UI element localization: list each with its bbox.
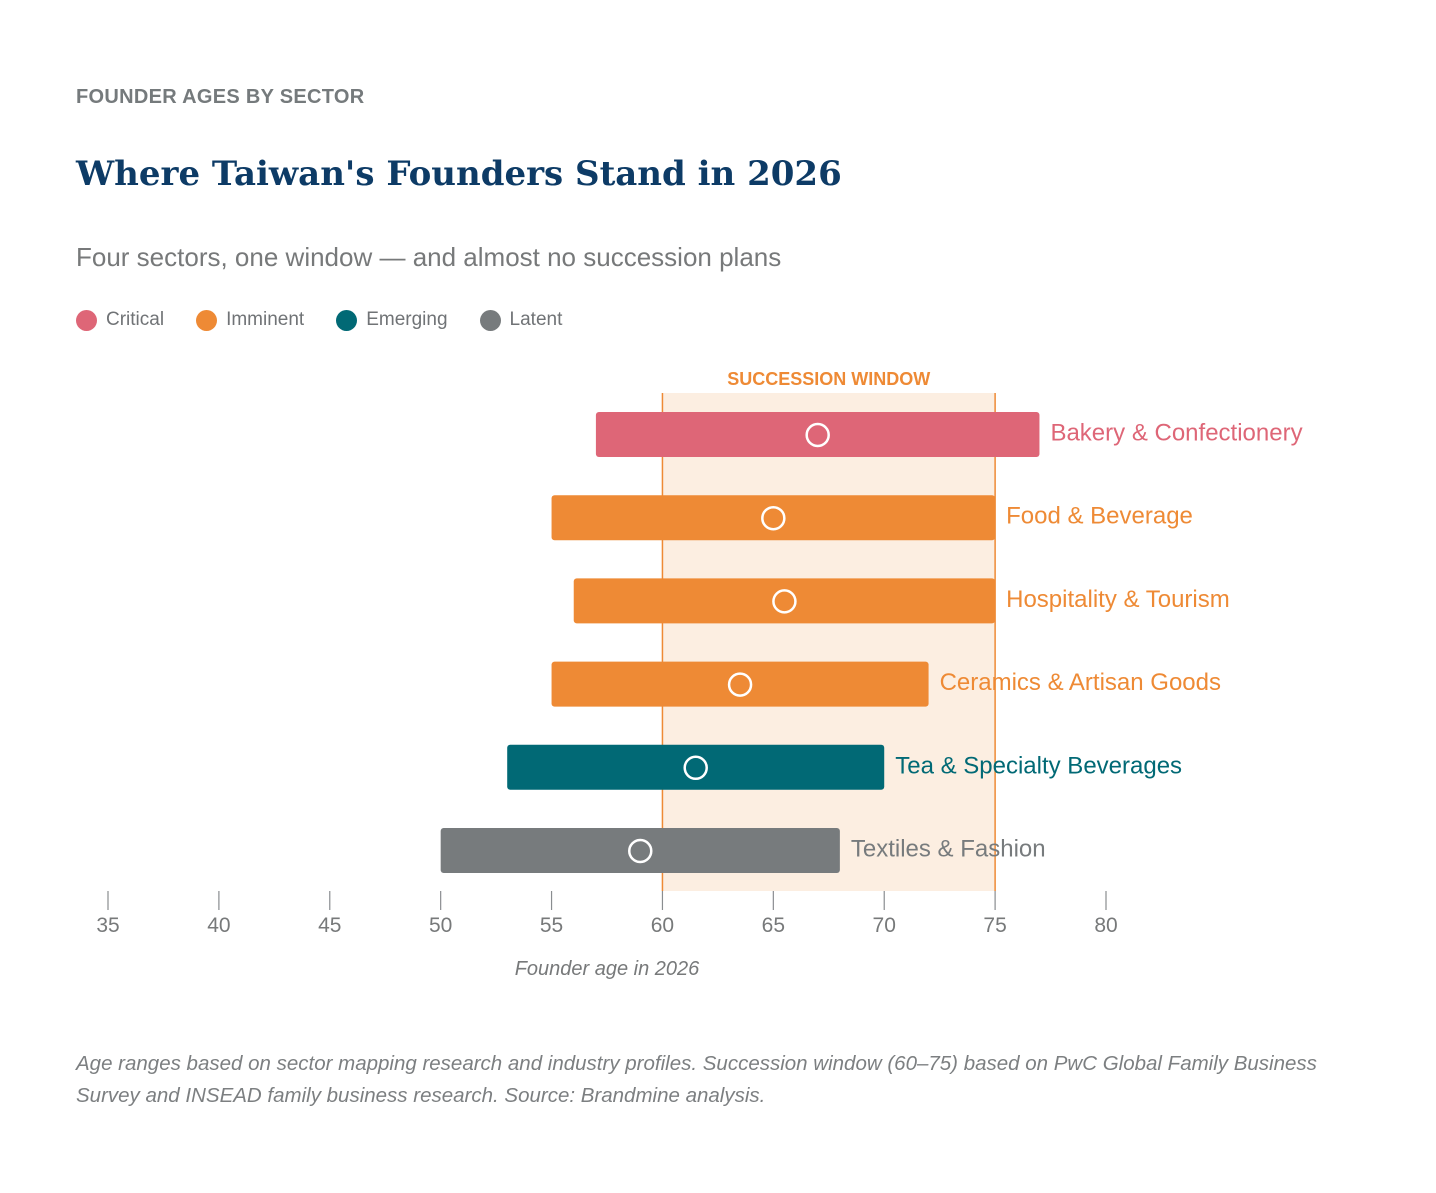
legend-swatch-critical	[76, 309, 97, 331]
median-marker-ceramics-and-artisan-goods	[727, 672, 753, 697]
chart-eyebrow: FOUNDER AGES BY SECTOR	[76, 86, 365, 108]
bar-label-ceramics-and-artisan-goods: Ceramics & Artisan Goods	[940, 669, 1221, 696]
x-tick-label-60: 60	[651, 914, 674, 937]
legend-item-imminent: Imminent	[196, 309, 304, 331]
x-tick-label-75: 75	[983, 914, 1006, 937]
legend-label-emerging: Emerging	[366, 309, 448, 330]
median-marker-hospitality-and-tourism	[772, 589, 797, 614]
legend-swatch-emerging	[336, 309, 358, 331]
legend-item-latent: Latent	[479, 309, 563, 331]
x-tick-label-70: 70	[873, 914, 896, 937]
bar-label-hospitality-and-tourism: Hospitality & Tourism	[1006, 586, 1230, 613]
bar-label-bakery-and-confectionery: Bakery & Confectionery	[1050, 420, 1302, 447]
range-bar-food-and-beverage	[551, 495, 996, 541]
legend-label-critical: Critical	[106, 309, 165, 330]
range-bar-tea-and-specialty-beverages	[507, 744, 885, 790]
range-bar-hospitality-and-tourism	[573, 578, 996, 624]
x-axis-title: Founder age in 2026	[515, 958, 700, 980]
legend: Critical Imminent Emerging Latent	[76, 309, 562, 331]
x-tick-label-35: 35	[96, 914, 119, 937]
median-marker-bakery-and-confectionery	[805, 422, 830, 448]
x-tick-label-50: 50	[429, 914, 452, 937]
median-marker-food-and-beverage	[761, 505, 786, 531]
bar-label-food-and-beverage: Food & Beverage	[1006, 503, 1193, 530]
x-tick-label-65: 65	[762, 914, 785, 937]
chart-subtitle: Four sectors, one window — and almost no…	[76, 242, 782, 272]
x-tick-label-45: 45	[318, 914, 341, 937]
range-chart: SUCCESSION WINDOW Bakery & Confectionery F…	[96, 369, 1302, 980]
legend-label-imminent: Imminent	[226, 309, 305, 330]
x-tick-label-80: 80	[1094, 914, 1117, 937]
legend-swatch-latent	[479, 309, 501, 331]
bar-label-tea-and-specialty-beverages: Tea & Specialty Beverages	[895, 752, 1182, 779]
x-tick-label-55: 55	[540, 914, 563, 937]
legend-swatch-imminent	[196, 309, 218, 331]
bar-label-textiles-and-fashion: Textiles & Fashion	[851, 836, 1046, 863]
succession-window-label: SUCCESSION WINDOW	[727, 369, 930, 389]
range-bar-bakery-and-confectionery	[595, 412, 1040, 457]
median-marker-tea-and-specialty-beverages	[683, 755, 708, 781]
median-marker-textiles-and-fashion	[628, 838, 653, 864]
legend-item-critical: Critical	[76, 309, 164, 331]
legend-label-latent: Latent	[509, 309, 563, 330]
range-bar-textiles-and-fashion	[440, 828, 840, 873]
chart-title: Where Taiwan's Founders Stand in 2026	[76, 154, 842, 194]
footnote: Age ranges based on sector mapping resea…	[76, 1052, 1317, 1107]
legend-item-emerging: Emerging	[336, 309, 448, 331]
range-bar-ceramics-and-artisan-goods	[551, 661, 929, 707]
x-tick-label-40: 40	[207, 914, 230, 937]
succession-window-band	[662, 393, 996, 891]
